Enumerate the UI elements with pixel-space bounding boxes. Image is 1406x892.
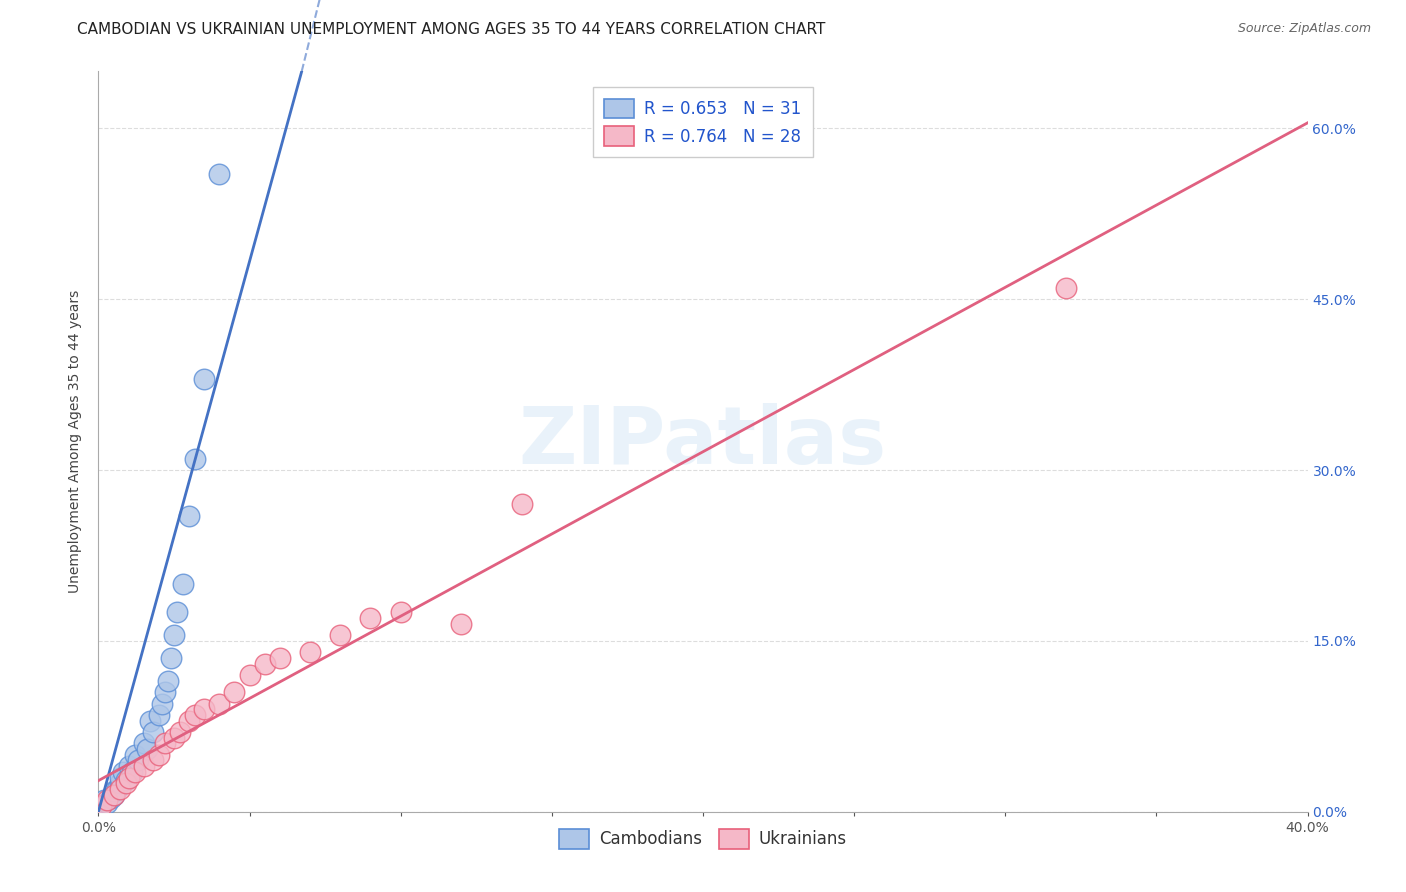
Point [208, 167, 231, 181]
Point [114, 772, 136, 787]
Point [172, 577, 194, 591]
Point [100, 791, 122, 805]
Point [169, 725, 191, 739]
Point [118, 759, 141, 773]
Point [163, 731, 186, 745]
Point [179, 508, 201, 523]
Point [105, 781, 128, 796]
Point [148, 747, 170, 762]
Point [103, 788, 125, 802]
Point [103, 788, 125, 802]
Point [148, 707, 170, 722]
Point [108, 771, 131, 785]
Point [90, 799, 112, 814]
Text: CAMBODIAN VS UKRAINIAN UNEMPLOYMENT AMONG AGES 35 TO 44 YEARS CORRELATION CHART: CAMBODIAN VS UKRAINIAN UNEMPLOYMENT AMON… [77, 22, 825, 37]
Point [184, 451, 207, 466]
Point [142, 725, 165, 739]
Point [239, 668, 262, 682]
Point [90, 799, 112, 814]
Point [193, 372, 215, 386]
Point [103, 784, 125, 798]
Point [127, 754, 149, 768]
Point [389, 606, 412, 620]
Point [193, 702, 215, 716]
Point [163, 628, 186, 642]
Point [160, 651, 183, 665]
Point [269, 651, 291, 665]
Point [139, 714, 162, 728]
Point [166, 606, 188, 620]
Point [150, 697, 173, 711]
Point [179, 714, 201, 728]
Legend: Cambodians, Ukrainians: Cambodians, Ukrainians [553, 822, 853, 855]
Point [96, 796, 118, 810]
Point [108, 776, 131, 790]
Point [118, 771, 141, 785]
Point [184, 707, 207, 722]
Point [1054, 281, 1077, 295]
Point [450, 616, 472, 631]
Point [510, 497, 533, 511]
Point [132, 759, 155, 773]
Point [111, 764, 134, 779]
Point [299, 645, 322, 659]
Point [253, 657, 276, 671]
Point [135, 742, 157, 756]
Point [208, 697, 231, 711]
Text: ZIPatlas: ZIPatlas [519, 402, 887, 481]
Point [96, 793, 118, 807]
Point [108, 781, 131, 796]
Point [114, 776, 136, 790]
Point [360, 611, 382, 625]
Point [124, 747, 146, 762]
Point [156, 673, 179, 688]
Point [132, 736, 155, 750]
Y-axis label: Unemployment Among Ages 35 to 44 years: Unemployment Among Ages 35 to 44 years [69, 290, 83, 593]
Point [142, 754, 165, 768]
Point [153, 685, 176, 699]
Text: Source: ZipAtlas.com: Source: ZipAtlas.com [1237, 22, 1371, 36]
Point [124, 764, 146, 779]
Point [121, 764, 143, 779]
Point [224, 685, 246, 699]
Point [93, 793, 115, 807]
Point [153, 736, 176, 750]
Point [329, 628, 352, 642]
